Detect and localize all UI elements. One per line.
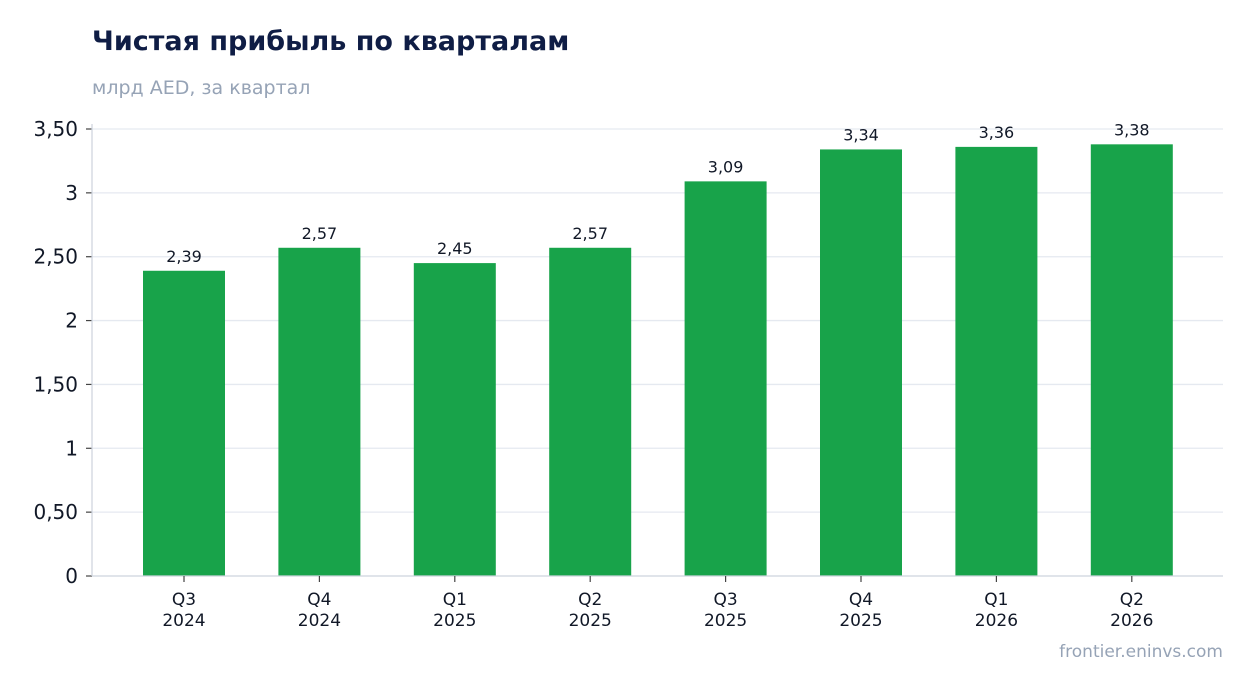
x-tick-label: Q3 2024 — [162, 590, 205, 631]
bar-value-label: 2,45 — [437, 239, 473, 258]
x-tick-quarter: Q3 — [172, 590, 196, 610]
y-tick-label: 0 — [65, 564, 78, 588]
x-tick-year: 2025 — [839, 611, 882, 631]
bar[interactable] — [684, 181, 767, 576]
y-tick-label: 3 — [65, 181, 78, 205]
bar-value-label: 3,36 — [979, 123, 1015, 142]
y-tick-label: 2,50 — [33, 245, 78, 269]
x-tick-year: 2025 — [433, 611, 476, 631]
bar-value-label: 3,34 — [843, 125, 879, 144]
x-tick-label: Q4 2024 — [298, 590, 341, 631]
y-tick-label: 1,50 — [33, 372, 78, 396]
bar[interactable] — [278, 247, 361, 576]
source-link[interactable]: frontier.eninvs.com — [1059, 642, 1223, 662]
x-tick-label: Q2 2026 — [1110, 590, 1153, 631]
bar[interactable] — [820, 149, 902, 577]
x-tick-quarter: Q4 — [849, 590, 873, 610]
x-tick-label: Q4 2025 — [839, 590, 882, 631]
x-tick-label: Q1 2025 — [433, 590, 476, 631]
bar-value-label: 3,09 — [708, 157, 744, 176]
y-tick-label: 0,50 — [33, 500, 78, 524]
x-tick-year: 2025 — [569, 611, 612, 631]
bar-value-label: 3,38 — [1114, 120, 1150, 139]
x-tick-quarter: Q2 — [578, 590, 602, 610]
x-tick-quarter: Q1 — [984, 590, 1008, 610]
bar[interactable] — [955, 146, 1038, 576]
bar-value-label: 2,57 — [572, 224, 608, 243]
x-tick-label: Q3 2025 — [704, 590, 747, 631]
grid-lines — [92, 128, 1223, 513]
x-tick-quarter: Q1 — [443, 590, 467, 610]
bar[interactable] — [413, 263, 496, 576]
x-tick-year: 2026 — [975, 611, 1018, 631]
chart-title: Чистая прибыль по кварталам — [92, 26, 570, 57]
bar-value-label: 2,39 — [166, 247, 202, 266]
x-tick-year: 2024 — [162, 611, 205, 631]
x-tick-quarter: Q2 — [1120, 590, 1144, 610]
x-tick-quarter: Q4 — [307, 590, 331, 610]
x-tick-year: 2026 — [1110, 611, 1153, 631]
bars — [143, 144, 1173, 577]
y-tick-label: 3,50 — [33, 117, 78, 141]
bar[interactable] — [1090, 144, 1173, 576]
data-labels: 2,39 2,57 2,45 2,57 3,09 3,34 3,36 3,38 — [166, 120, 1149, 265]
bar[interactable] — [143, 270, 225, 576]
y-tick-label: 1 — [65, 436, 78, 460]
x-tick-label: Q1 2026 — [975, 590, 1018, 631]
bar-value-label: 2,57 — [302, 224, 338, 243]
x-tick-quarter: Q3 — [713, 590, 737, 610]
x-tick-year: 2025 — [704, 611, 747, 631]
chart-subtitle: млрд AED, за квартал — [92, 77, 311, 99]
x-tick-year: 2024 — [298, 611, 341, 631]
x-tick-label: Q2 2025 — [569, 590, 612, 631]
y-tick-label: 2 — [65, 309, 78, 333]
bar[interactable] — [549, 247, 632, 576]
